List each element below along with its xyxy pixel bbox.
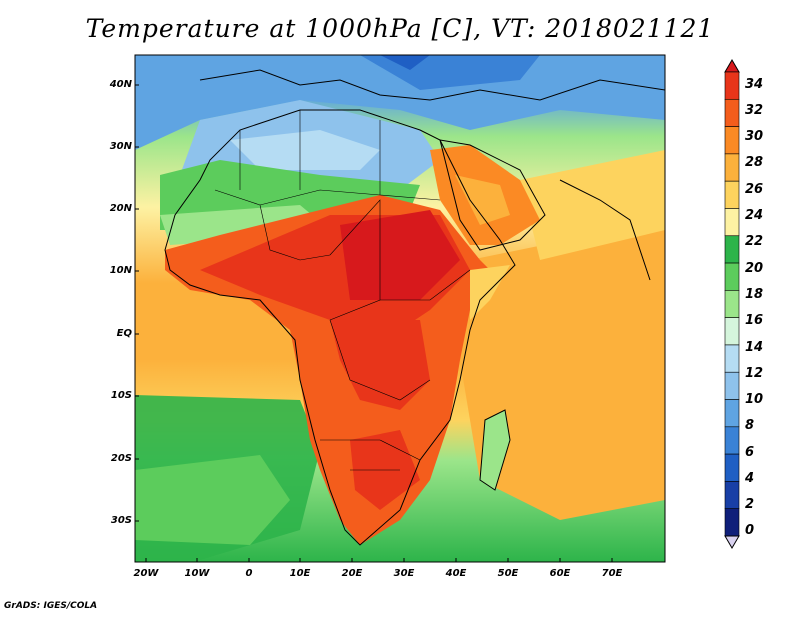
colorbar-segment	[724, 344, 740, 373]
colorbar-segment	[724, 262, 740, 291]
axis-ticks	[135, 84, 613, 562]
colorbar-label: 4	[745, 471, 755, 486]
lat-label: 30N	[109, 141, 132, 152]
grads-credit: GrADS: IGES/COLA	[4, 601, 98, 611]
lon-label: 10W	[184, 568, 210, 579]
lat-label: EQ	[116, 328, 132, 339]
colorbar-label: 2	[745, 497, 755, 512]
colorbar-label: 32	[745, 103, 764, 118]
lon-label: 10E	[289, 568, 311, 579]
coastlines	[164, 69, 665, 546]
colorbar-segment	[724, 371, 740, 400]
colorbar-segment	[724, 481, 740, 510]
colorbar-label: 10	[745, 392, 764, 407]
colorbar-label: 16	[745, 313, 764, 328]
colorbar-segment	[724, 317, 740, 346]
colorbar-segment	[724, 180, 740, 209]
colorbar	[724, 59, 740, 549]
lat-label: 20N	[109, 203, 132, 214]
colorbar-label: 8	[745, 418, 755, 433]
colorbar-label: 20	[745, 261, 764, 276]
colorbar-segment	[724, 126, 740, 155]
lat-label: 20S	[110, 453, 132, 464]
colorbar-segment	[724, 290, 740, 318]
lon-label: 70E	[601, 568, 623, 579]
lon-label: 60E	[549, 568, 571, 579]
lon-label: 50E	[497, 568, 519, 579]
colorbar-segment	[724, 71, 740, 100]
colorbar-label: 14	[745, 340, 764, 355]
colorbar-label: 0	[745, 523, 755, 538]
map-title: Temperature at 1000hPa [C], VT: 20180211…	[85, 14, 715, 43]
colorbar-segment	[724, 235, 740, 264]
colorbar-label: 28	[745, 155, 764, 170]
lat-label: 10N	[109, 265, 132, 276]
lat-label: 40N	[109, 79, 132, 90]
colorbar-label: 34	[745, 77, 764, 92]
lat-label: 30S	[110, 515, 132, 526]
map-field	[135, 55, 665, 562]
lon-label: 20W	[133, 568, 159, 579]
colorbar-label: 30	[745, 129, 764, 144]
lon-label: 30E	[393, 568, 415, 579]
colorbar-max-arrow	[724, 59, 740, 73]
plot-frame	[134, 54, 666, 563]
colorbar-segment	[724, 508, 740, 537]
lon-label: 0	[245, 568, 253, 579]
colorbar-segment	[724, 98, 740, 127]
colorbar-label: 24	[745, 208, 764, 223]
colorbar-segment	[724, 399, 740, 428]
colorbar-label: 22	[745, 234, 764, 249]
lat-label: 10S	[110, 390, 132, 401]
colorbar-label: 12	[745, 366, 764, 381]
colorbar-segment	[724, 208, 740, 237]
colorbar-segment	[724, 153, 740, 182]
borders	[214, 110, 471, 471]
colorbar-min-arrow	[724, 535, 740, 549]
colorbar-segment	[724, 453, 740, 482]
colorbar-label: 18	[745, 287, 764, 302]
colorbar-label: 6	[745, 445, 755, 460]
lon-label: 20E	[341, 568, 363, 579]
lon-label: 40E	[445, 568, 467, 579]
colorbar-segment	[724, 426, 740, 455]
colorbar-label: 26	[745, 182, 764, 197]
